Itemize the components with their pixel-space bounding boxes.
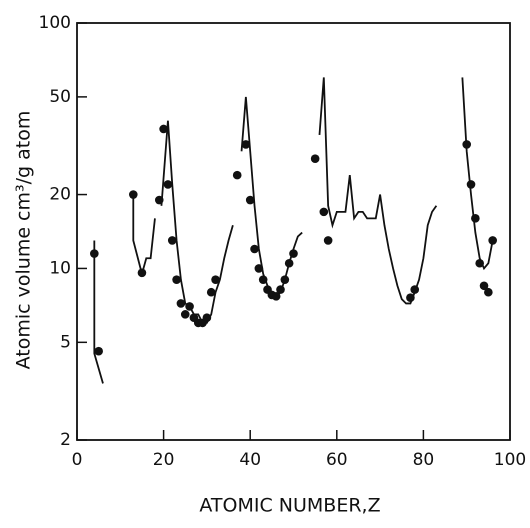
- data-point: [137, 268, 147, 278]
- data-point: [271, 292, 281, 301]
- data-point: [471, 214, 480, 223]
- data-point: [163, 180, 173, 189]
- y-tick-label: 5: [60, 332, 71, 352]
- curve: [160, 120, 234, 324]
- data-point: [128, 190, 138, 199]
- x-tick-label: 100: [494, 450, 526, 470]
- data-point: [94, 346, 103, 356]
- data-point: [206, 287, 216, 297]
- data-point: [280, 275, 290, 284]
- data-point: [289, 249, 298, 258]
- data-point: [185, 302, 194, 311]
- data-point: [276, 285, 285, 294]
- data-point: [466, 180, 476, 189]
- data-point: [319, 207, 329, 217]
- data-point: [241, 140, 251, 149]
- data-point: [488, 236, 497, 245]
- data-point: [479, 281, 489, 291]
- data-point: [172, 275, 181, 284]
- y-tick-label: 10: [49, 258, 71, 278]
- curve: [461, 77, 494, 271]
- data-point: [310, 154, 320, 163]
- curve: [318, 77, 438, 305]
- data-point: [176, 299, 186, 308]
- data-point: [284, 258, 294, 268]
- data-point: [154, 195, 164, 205]
- data-point: [180, 310, 190, 319]
- data-point: [406, 293, 415, 302]
- x-tick-label: 60: [326, 450, 348, 470]
- y-tick-label: 100: [39, 13, 71, 33]
- curve: [132, 194, 156, 278]
- data-point: [202, 313, 212, 322]
- plot-frame: [76, 22, 511, 441]
- data-point: [410, 285, 420, 294]
- data-point: [159, 124, 168, 134]
- data-point: [211, 275, 220, 284]
- data-point: [232, 170, 242, 180]
- y-axis-label: Atomic volume cm³/g atom: [13, 111, 35, 370]
- data-point: [484, 287, 493, 297]
- data-point: [258, 275, 268, 284]
- x-tick-label: 80: [413, 450, 435, 470]
- data-point: [475, 258, 484, 268]
- x-tick-label: 40: [239, 450, 261, 470]
- x-tick-label: 20: [153, 450, 175, 470]
- x-tick-label: 0: [72, 450, 83, 470]
- y-tick-label: 50: [49, 87, 71, 107]
- data-point: [254, 264, 264, 273]
- data-point: [245, 195, 255, 205]
- x-axis-label: ATOMIC NUMBER,Z: [199, 495, 380, 517]
- y-tick-label: 20: [49, 185, 71, 205]
- y-tick-label: 2: [60, 430, 71, 450]
- data-point: [250, 244, 259, 254]
- curve: [93, 240, 104, 384]
- data-point: [323, 236, 333, 245]
- data-point: [167, 236, 177, 245]
- data-point: [90, 249, 99, 258]
- data-point: [462, 140, 472, 149]
